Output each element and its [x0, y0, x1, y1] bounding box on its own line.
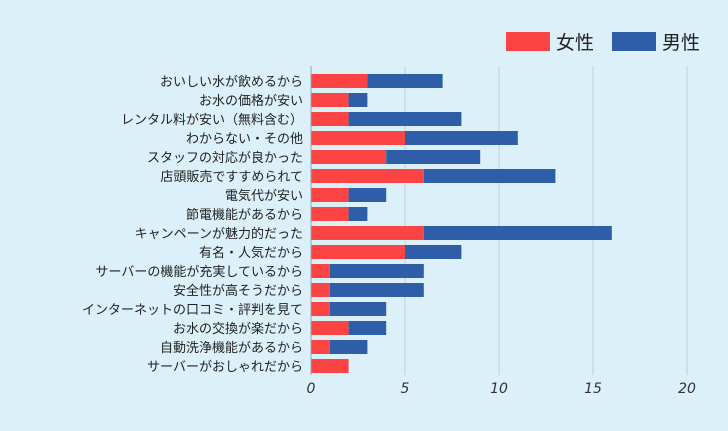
bar-female: [311, 188, 349, 202]
bar-male: [329, 283, 424, 297]
bar-male: [348, 93, 368, 107]
x-tick-label: 0: [307, 381, 316, 397]
bar-female: [311, 245, 405, 259]
category-label: お水の価格が安い: [199, 93, 303, 109]
category-label: 安全性が高そうだから: [173, 283, 303, 299]
bar-female: [311, 150, 387, 164]
bar-male: [329, 302, 387, 316]
category-label: 電気代が安い: [225, 188, 303, 204]
bar-male: [423, 226, 612, 240]
bar-female: [311, 131, 405, 145]
category-label: 店頭販売ですすめられて: [160, 169, 303, 185]
bar-female: [311, 302, 330, 316]
category-label: レンタル料が安い（無料含む）: [121, 112, 303, 128]
bar-male: [348, 188, 387, 202]
bar-female: [311, 226, 424, 240]
legend-item-female: 女性: [505, 28, 594, 55]
x-tick-label: 20: [678, 381, 696, 397]
bar-female: [311, 112, 349, 126]
bar-female: [311, 74, 368, 88]
bar-male: [348, 321, 387, 335]
category-label: 自動洗浄機能があるから: [160, 341, 303, 356]
legend-label-male: 男性: [661, 32, 700, 54]
legend: 女性 男性: [505, 28, 700, 55]
bar-female: [311, 340, 330, 354]
category-label: 節電機能があるから: [186, 208, 303, 223]
legend-item-male: 男性: [611, 28, 700, 55]
category-label: キャンペーンが魅力的だった: [135, 226, 303, 242]
category-label: インターネットの口コミ・評判を見て: [82, 303, 303, 318]
bar-male: [423, 169, 556, 183]
category-label: わからない・その他: [186, 132, 303, 147]
bar-female: [311, 283, 330, 297]
x-tick-label: 10: [490, 381, 508, 397]
bar-male: [386, 150, 481, 164]
category-label: サーバーがおしゃれだから: [147, 360, 303, 375]
legend-label-female: 女性: [555, 32, 594, 54]
x-tick-label: 15: [584, 381, 602, 397]
bar-male: [348, 112, 462, 126]
bar-male: [405, 245, 462, 259]
x-tick-label: 5: [401, 381, 410, 397]
legend-swatch-female: [505, 32, 550, 51]
category-label: おいしい水が飲めるから: [160, 74, 303, 90]
bar-female: [311, 169, 424, 183]
category-label: スタッフの対応が良かった: [147, 150, 303, 166]
bar-female: [311, 207, 349, 221]
bar-male: [329, 340, 368, 354]
bar-male: [329, 264, 424, 278]
category-label: サーバーの機能が充実しているから: [96, 264, 303, 280]
bar-female: [311, 93, 349, 107]
bar-female: [311, 264, 330, 278]
bar-male: [405, 131, 518, 145]
bar-male: [348, 207, 368, 221]
bar-female: [311, 359, 349, 373]
category-label: 有名・人気だから: [199, 245, 303, 261]
legend-swatch-male: [611, 32, 656, 51]
bar-male: [367, 74, 443, 88]
bar-female: [311, 321, 349, 335]
category-label: お水の交換が楽だから: [173, 321, 303, 337]
